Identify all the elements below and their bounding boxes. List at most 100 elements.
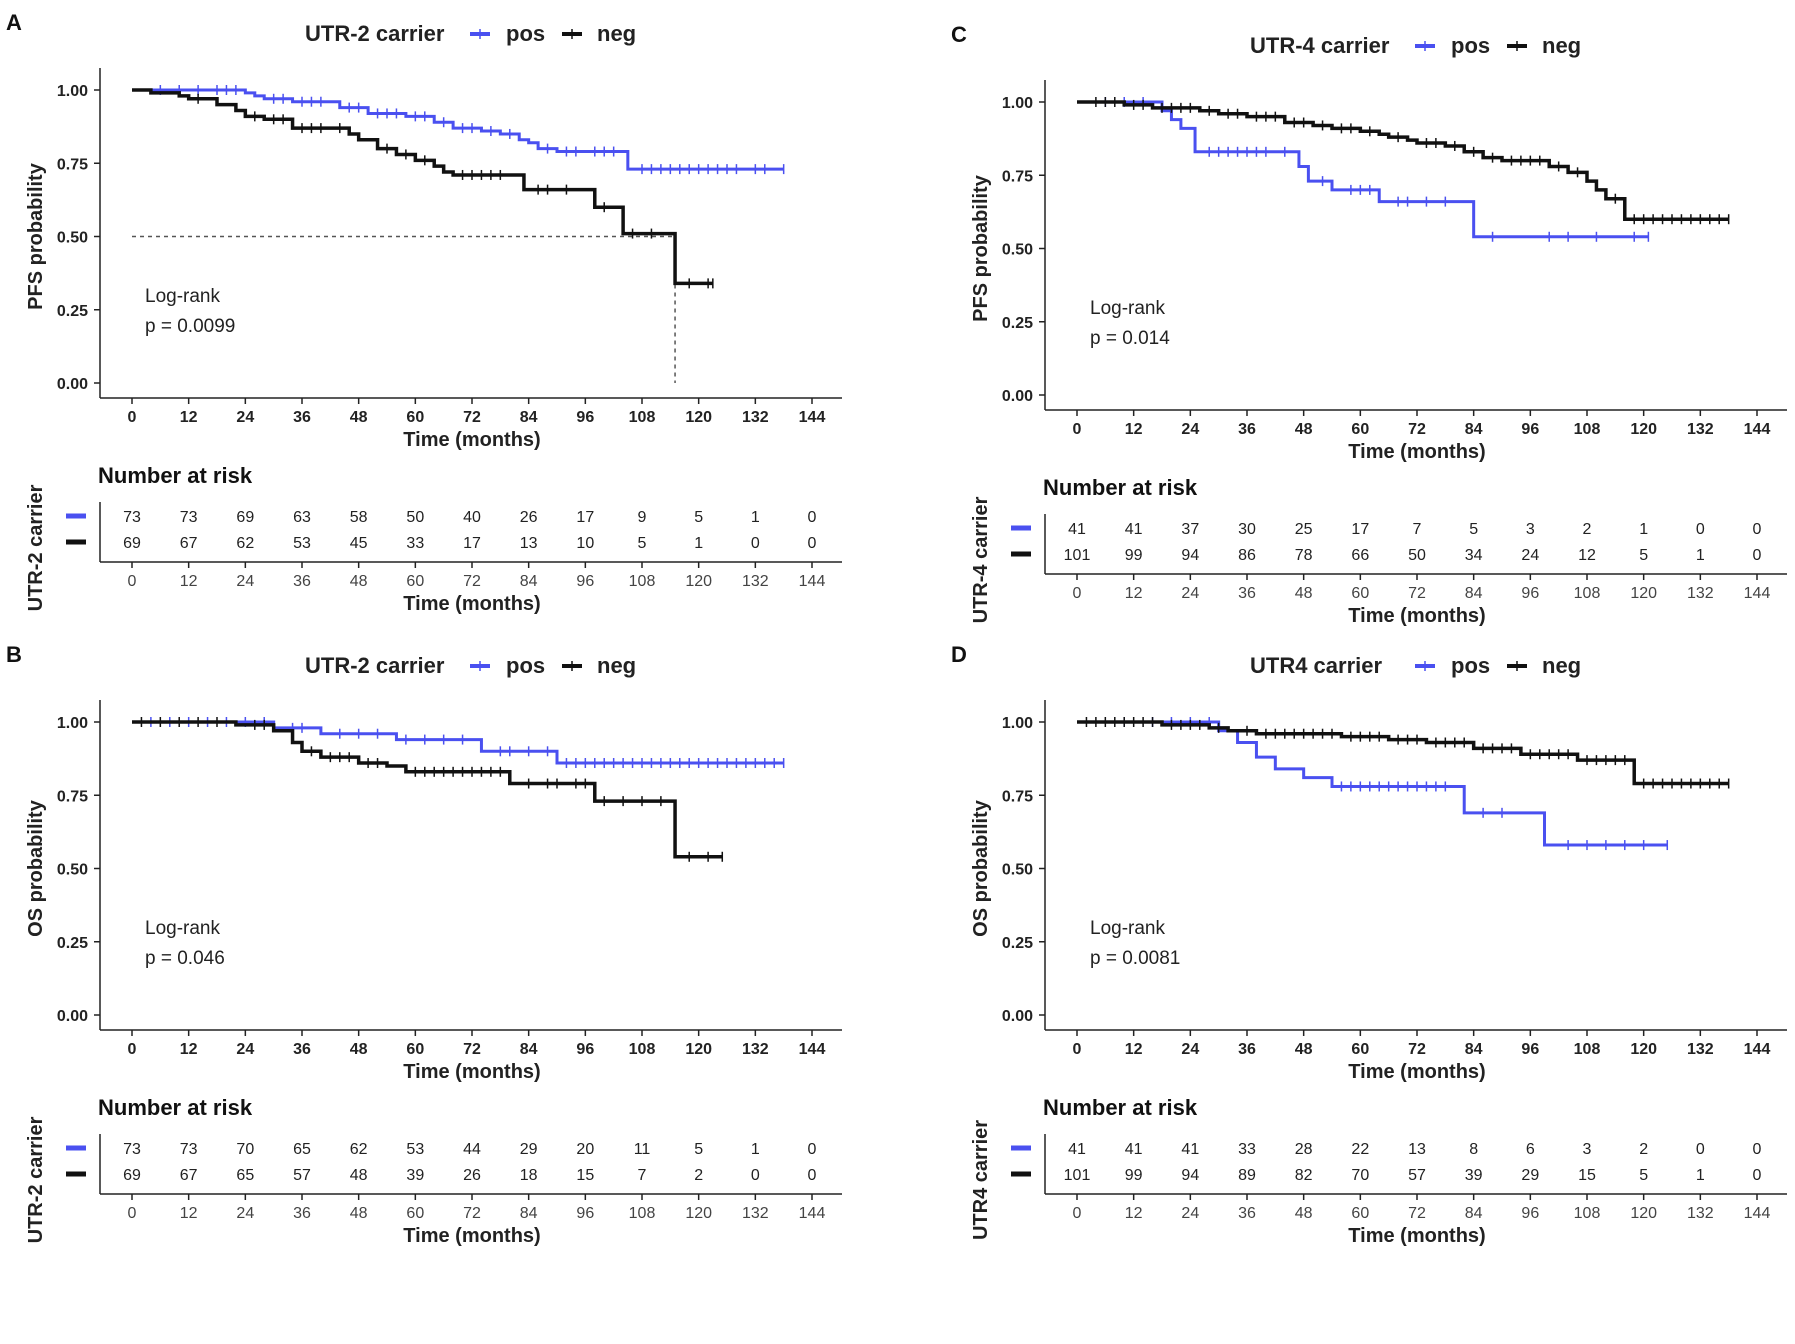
x-axis-title: Time (months) — [1348, 441, 1485, 463]
y-tick-label: 0.00 — [1002, 1008, 1033, 1025]
risk-x-tick-label: 132 — [742, 573, 769, 590]
x-tick-label: 144 — [799, 409, 826, 426]
risk-x-tick-label: 84 — [520, 573, 538, 590]
panel-letter: A — [6, 10, 22, 35]
x-tick-label: 0 — [1073, 1041, 1082, 1058]
x-tick-label: 144 — [1744, 421, 1771, 438]
panel-letter: B — [6, 642, 22, 667]
risk-x-tick-label: 84 — [1465, 1205, 1483, 1222]
x-tick-label: 0 — [128, 409, 137, 426]
chart-panel-b: B UTR-2 carrier pos neg 0.00 0.25 0.50 0.75 1.00… — [0, 632, 890, 1292]
risk-count-neg: 45 — [350, 535, 368, 552]
risk-x-axis-title: Time (months) — [403, 593, 540, 615]
series-pos — [132, 85, 785, 175]
risk-count-pos: 9 — [638, 509, 647, 526]
risk-count-neg: 86 — [1238, 547, 1256, 564]
risk-count-pos: 3 — [1526, 521, 1535, 538]
risk-count-pos: 1 — [751, 509, 760, 526]
x-tick-label: 96 — [576, 409, 594, 426]
legend-label-pos: pos — [1451, 33, 1490, 58]
x-tick-label: 132 — [742, 409, 769, 426]
risk-count-pos: 73 — [180, 509, 198, 526]
risk-table-title: Number at risk — [1043, 1095, 1198, 1120]
series-pos — [1077, 97, 1650, 242]
risk-count-neg: 65 — [236, 1167, 254, 1184]
risk-count-pos: 6 — [1526, 1141, 1535, 1158]
risk-count-pos: 40 — [463, 509, 481, 526]
risk-count-neg: 70 — [1351, 1167, 1369, 1184]
risk-count-neg: 26 — [463, 1167, 481, 1184]
risk-x-tick-label: 24 — [236, 1205, 254, 1222]
risk-x-tick-label: 132 — [1687, 1205, 1714, 1222]
km-plot-svg: C UTR-4 carrier pos neg 0.00 0.25 0.50 0.75 1.00… — [951, 22, 1787, 627]
risk-count-pos: 17 — [1351, 521, 1369, 538]
risk-count-pos: 25 — [1295, 521, 1313, 538]
axes: 0.00 0.25 0.50 0.75 1.00 0 12 24 36 48 60 72 84 96 108… — [57, 68, 842, 426]
risk-table-title: Number at risk — [98, 463, 253, 488]
x-tick-label: 144 — [799, 1041, 826, 1058]
logrank-label: Log-rank — [145, 918, 220, 939]
chart-panel-a: A UTR-2 carrier pos neg 0.00 0.25 0.50 0.75 1.00… — [0, 0, 890, 660]
series-neg — [132, 88, 714, 289]
x-tick-label: 36 — [1238, 421, 1256, 438]
y-tick-label: 0.50 — [57, 862, 88, 879]
logrank-pvalue: p = 0.046 — [145, 948, 225, 969]
risk-x-tick-label: 84 — [520, 1205, 538, 1222]
y-tick-label: 0.50 — [1002, 862, 1033, 879]
risk-count-neg: 29 — [1521, 1167, 1539, 1184]
risk-count-neg: 0 — [808, 535, 817, 552]
y-tick-label: 0.75 — [57, 156, 88, 173]
risk-count-pos: 20 — [576, 1141, 594, 1158]
risk-x-axis-title: Time (months) — [1348, 605, 1485, 627]
risk-count-neg: 5 — [1639, 1167, 1648, 1184]
risk-count-neg: 39 — [1465, 1167, 1483, 1184]
risk-count-pos: 41 — [1068, 1141, 1086, 1158]
x-tick-label: 108 — [629, 409, 656, 426]
risk-count-neg: 82 — [1295, 1167, 1313, 1184]
risk-count-pos: 73 — [123, 509, 141, 526]
panel-letter: C — [951, 22, 967, 47]
risk-count-pos: 17 — [576, 509, 594, 526]
x-tick-label: 108 — [629, 1041, 656, 1058]
risk-x-tick-label: 120 — [1630, 1205, 1657, 1222]
risk-table-y-title: UTR4 carrier — [970, 1120, 992, 1240]
risk-count-neg: 101 — [1064, 1167, 1091, 1184]
logrank-pvalue: p = 0.0081 — [1090, 948, 1180, 969]
x-tick-label: 0 — [128, 1041, 137, 1058]
legend: UTR4 carrier pos neg — [1250, 653, 1581, 678]
y-tick-label: 0.75 — [57, 788, 88, 805]
x-tick-label: 120 — [685, 409, 712, 426]
risk-count-pos: 70 — [236, 1141, 254, 1158]
risk-count-pos: 7 — [1413, 521, 1422, 538]
risk-table-title: Number at risk — [1043, 475, 1198, 500]
risk-x-tick-label: 0 — [128, 573, 137, 590]
x-tick-label: 12 — [1125, 421, 1143, 438]
legend: UTR-2 carrier pos neg — [305, 653, 636, 678]
risk-count-pos: 0 — [1696, 1141, 1705, 1158]
x-tick-label: 84 — [520, 1041, 538, 1058]
legend-title: UTR-2 carrier — [305, 653, 445, 678]
y-tick-label: 1.00 — [1002, 95, 1033, 112]
x-tick-label: 36 — [293, 1041, 311, 1058]
x-tick-label: 48 — [1295, 1041, 1313, 1058]
risk-x-tick-label: 144 — [799, 573, 826, 590]
risk-count-pos: 0 — [1753, 1141, 1762, 1158]
y-tick-label: 0.25 — [57, 935, 88, 952]
series-neg — [132, 717, 724, 862]
risk-count-neg: 0 — [1753, 1167, 1762, 1184]
legend-label-neg: neg — [1542, 653, 1581, 678]
risk-count-neg: 24 — [1521, 547, 1539, 564]
x-tick-label: 84 — [520, 409, 538, 426]
risk-count-pos: 26 — [520, 509, 538, 526]
risk-count-neg: 57 — [293, 1167, 311, 1184]
risk-count-pos: 22 — [1351, 1141, 1369, 1158]
y-tick-label: 1.00 — [57, 715, 88, 732]
risk-x-tick-label: 48 — [1295, 1205, 1313, 1222]
risk-count-pos: 62 — [350, 1141, 368, 1158]
risk-count-neg: 1 — [694, 535, 703, 552]
y-tick-label: 1.00 — [57, 83, 88, 100]
risk-count-neg: 50 — [1408, 547, 1426, 564]
y-tick-label: 0.75 — [1002, 788, 1033, 805]
risk-count-neg: 5 — [638, 535, 647, 552]
risk-x-tick-label: 96 — [1521, 1205, 1539, 1222]
